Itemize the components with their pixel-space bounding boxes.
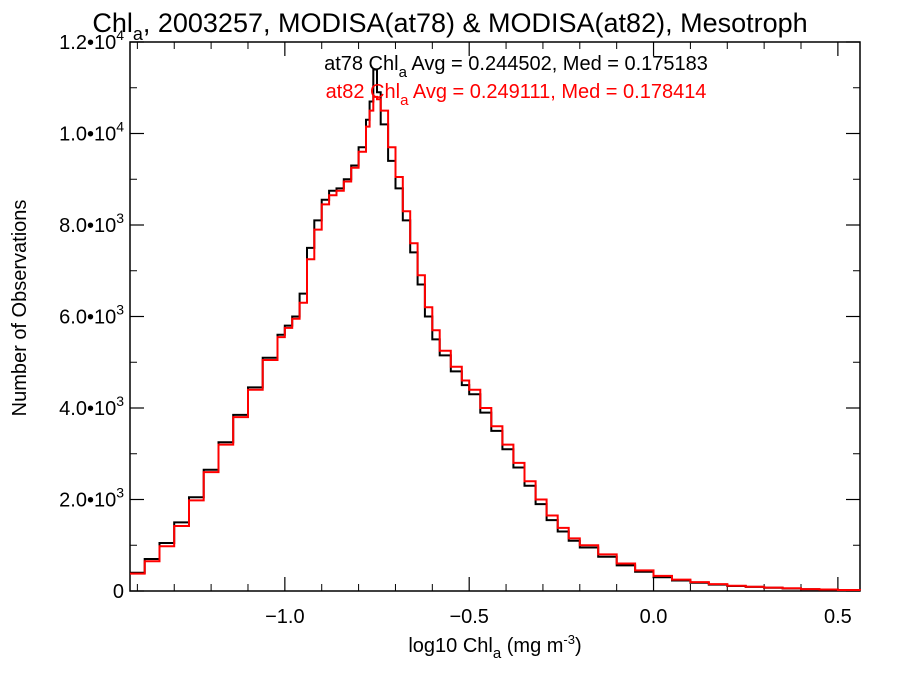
x-axis-ticks: −1.0 −0.5 0.0 0.5 xyxy=(136,42,852,628)
y-tick-label: 1.2•104 xyxy=(59,27,124,54)
y-tick-label: 0 xyxy=(113,581,124,603)
x-tick-label: 0.5 xyxy=(824,606,852,628)
x-label-rest: (mg m xyxy=(501,635,563,657)
series-line-at78 xyxy=(130,68,861,592)
y-tick-label: 6.0•103 xyxy=(59,302,124,329)
chart-title-main: Chl xyxy=(92,8,133,38)
legend-at82-post: Avg = 0.249111, Med = 0.178414 xyxy=(408,81,706,103)
x-label-sub: a xyxy=(493,645,502,662)
x-tick-label: −0.5 xyxy=(449,606,488,628)
series-group xyxy=(130,68,861,592)
series-line-at82 xyxy=(130,95,861,591)
y-axis-label: Number of Observations xyxy=(9,200,31,417)
legend-at78-pre: at78 Chl xyxy=(324,53,399,75)
x-label-end: ) xyxy=(575,635,582,657)
chart-title: Chla, 2003257, MODISA(at78) & MODISA(at8… xyxy=(92,8,807,44)
legend-at78-sub: a xyxy=(399,64,408,81)
legend-at82-sub: a xyxy=(400,92,409,109)
y-tick-label: 1.0•104 xyxy=(59,119,124,146)
x-tick-label: 0.0 xyxy=(640,606,668,628)
legend-at78-post: Avg = 0.244502, Med = 0.175183 xyxy=(407,53,708,75)
legend-at82-pre: at82 Chl xyxy=(326,81,401,103)
x-tick-label: −1.0 xyxy=(265,606,304,628)
plot-frame xyxy=(129,41,861,592)
legend-entry-at78: at78 Chla Avg = 0.244502, Med = 0.175183 xyxy=(324,53,708,81)
y-axis-ticks: 0 2.0•103 4.0•103 6.0•103 8.0•103 1.0•104 1.2•… xyxy=(59,27,860,603)
x-label-sup: -3 xyxy=(563,632,575,647)
chart-title-sub: a xyxy=(133,24,144,44)
x-axis-label: log10 Chla (mg m-3) xyxy=(408,632,581,662)
y-tick-label: 2.0•103 xyxy=(59,485,124,512)
chart-title-rest: , 2003257, MODISA(at78) & MODISA(at82), … xyxy=(143,8,808,38)
x-label-main: log10 Chl xyxy=(408,635,493,657)
legend-entry-at82: at82 Chla Avg = 0.249111, Med = 0.178414 xyxy=(326,81,707,109)
y-tick-label: 4.0•103 xyxy=(59,393,124,420)
y-tick-label: 8.0•103 xyxy=(59,210,124,237)
